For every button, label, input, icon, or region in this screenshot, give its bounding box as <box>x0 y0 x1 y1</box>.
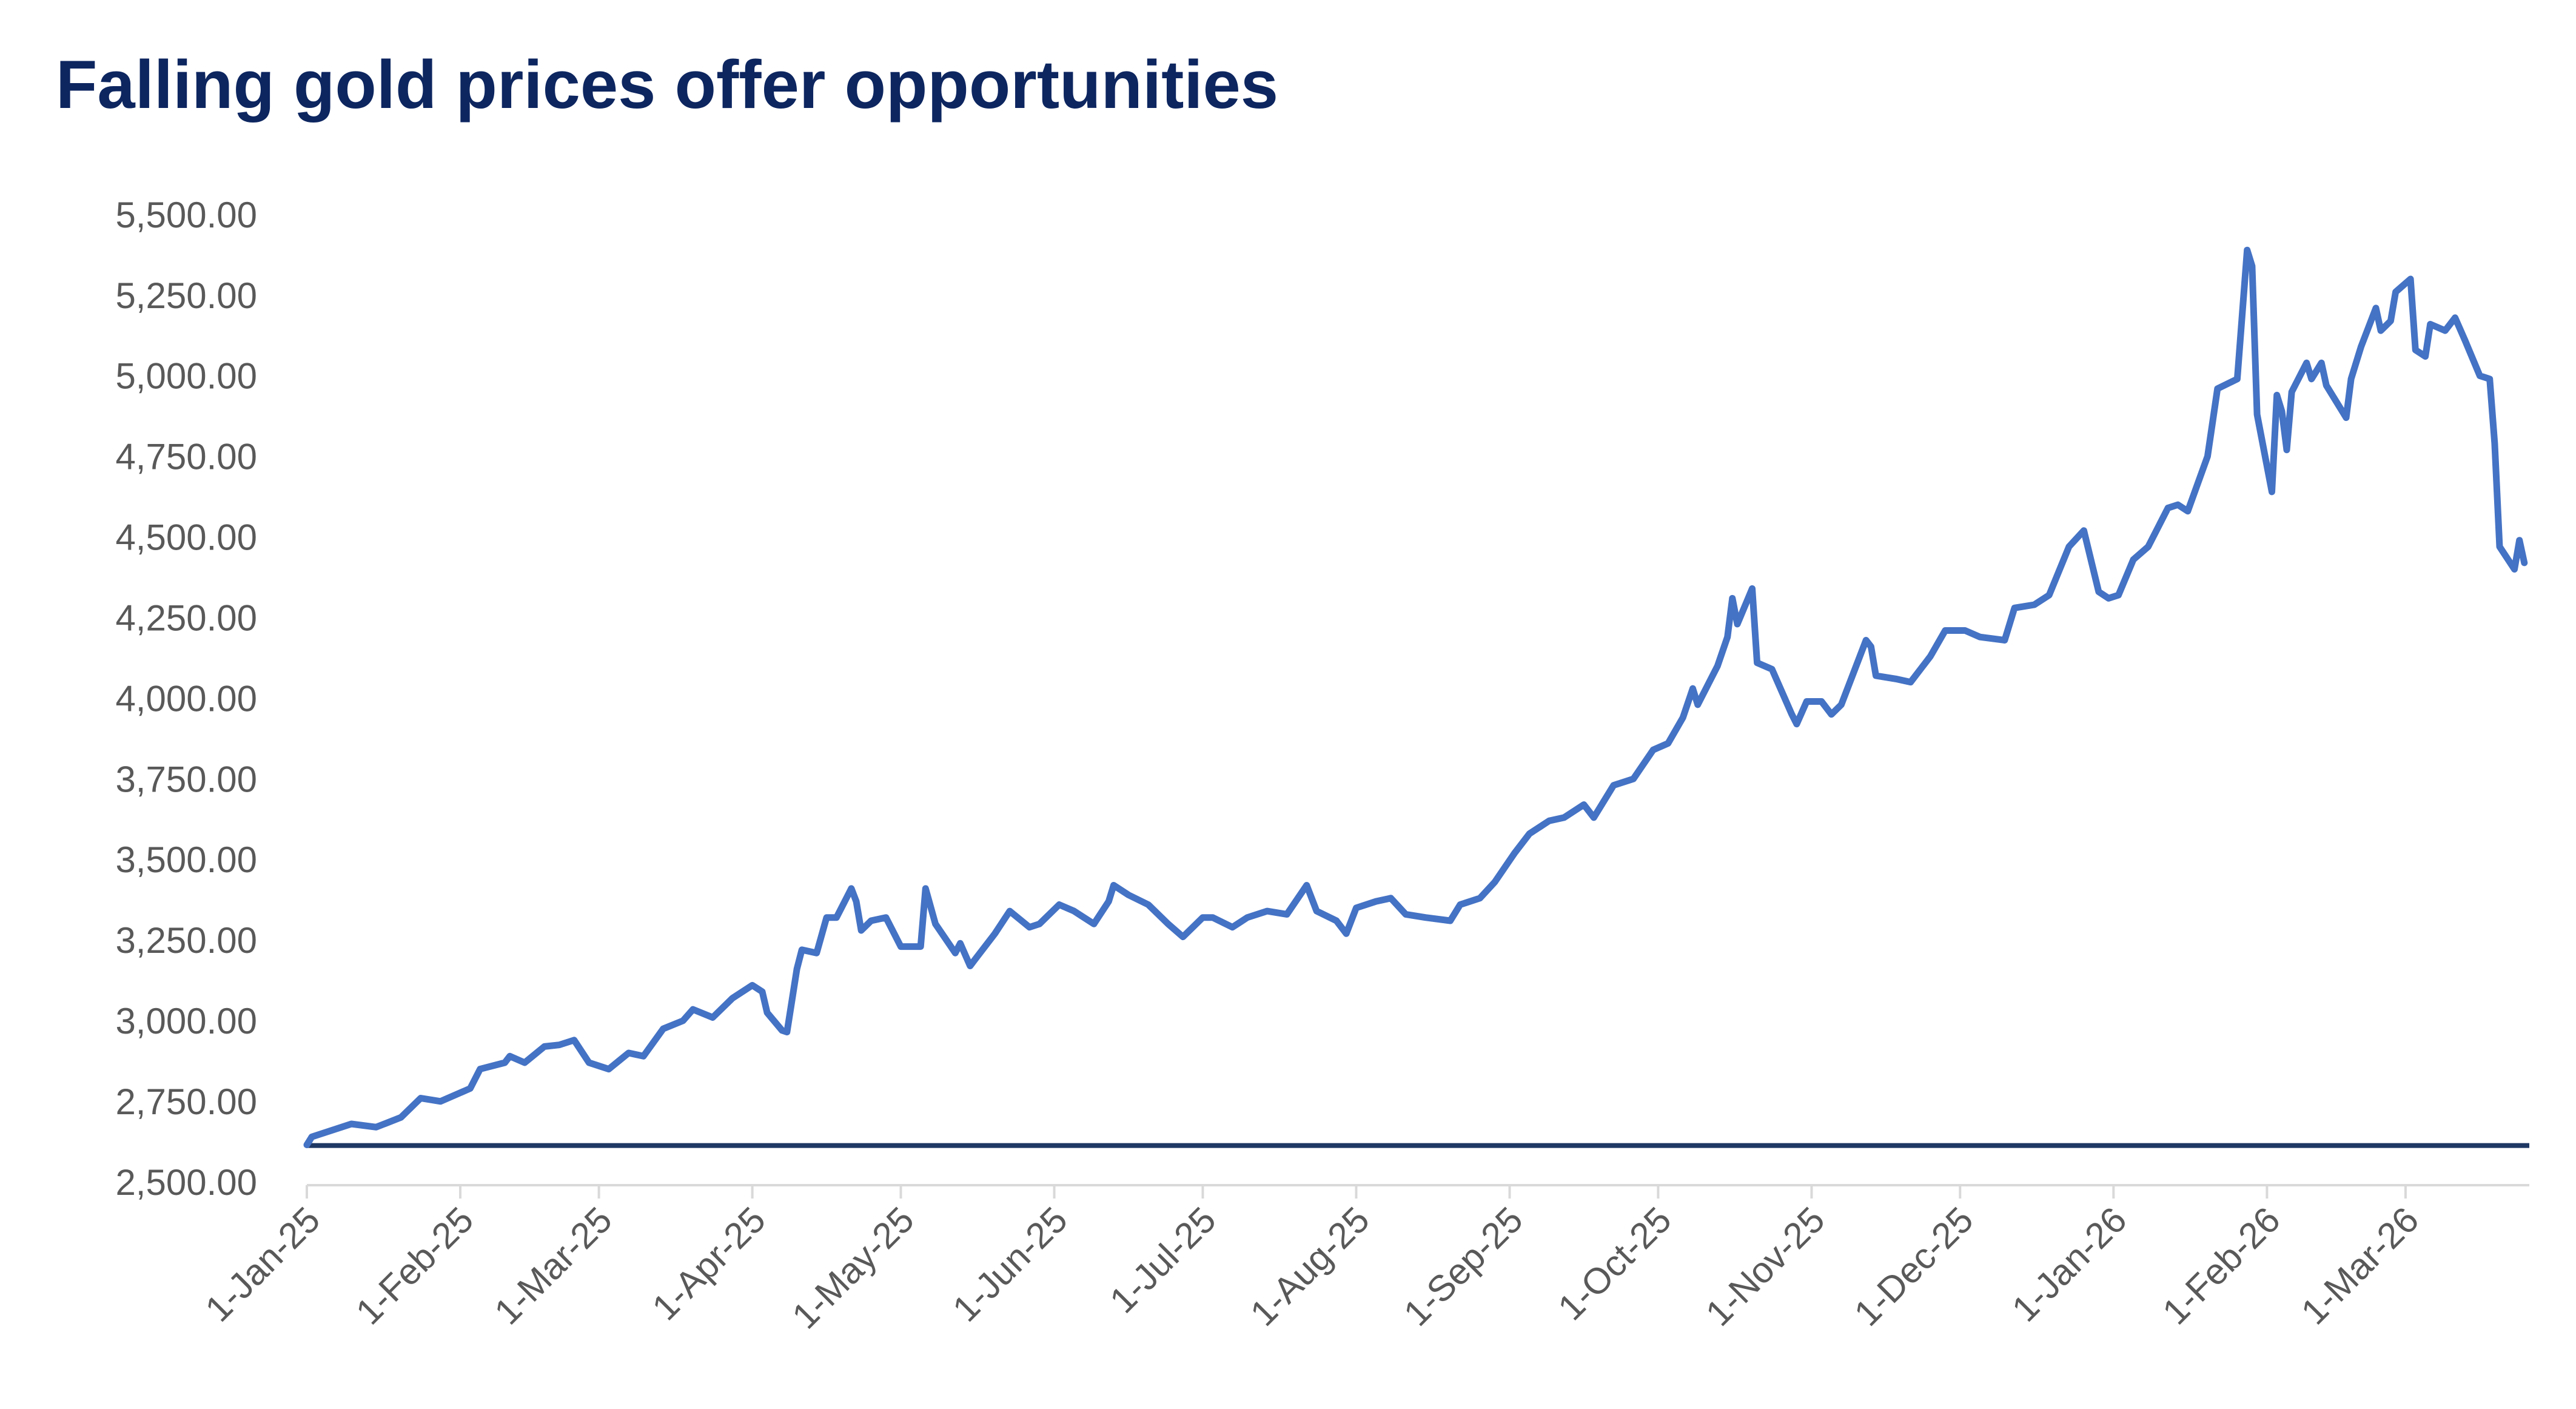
x-tick-label: 1-Feb-26 <box>2155 1199 2288 1333</box>
x-tick-label: 1-Feb-25 <box>348 1199 481 1333</box>
y-tick-label: 2,500.00 <box>115 1162 257 1203</box>
x-tick-label: 1-Sep-25 <box>1396 1199 1531 1334</box>
x-tick-label: 1-Mar-26 <box>2293 1199 2426 1332</box>
x-tick-label: 1-Aug-25 <box>1243 1199 1377 1334</box>
x-tick-label: 1-May-25 <box>784 1199 922 1337</box>
x-tick-label: 1-Nov-25 <box>1698 1199 1833 1334</box>
x-tick-label: 1-Oct-25 <box>1550 1199 1679 1328</box>
chart-title: Falling gold prices offer opportunities <box>56 47 1278 123</box>
y-tick-label: 5,250.00 <box>115 275 257 316</box>
y-tick-label: 4,250.00 <box>115 597 257 638</box>
y-tick-label: 4,500.00 <box>115 517 257 558</box>
y-tick-label: 3,750.00 <box>115 759 257 799</box>
y-tick-label: 4,750.00 <box>115 437 257 477</box>
y-tick-label: 4,000.00 <box>115 678 257 719</box>
x-tick-label: 1-Jan-26 <box>2004 1199 2135 1330</box>
x-tick-label: 1-Jul-25 <box>1102 1199 1224 1321</box>
x-tick-label: 1-Jan-25 <box>198 1199 328 1330</box>
y-tick-label: 5,500.00 <box>115 195 257 235</box>
y-tick-label: 5,000.00 <box>115 356 257 397</box>
x-tick-label: 1-Mar-25 <box>486 1199 619 1332</box>
x-tick-label: 1-Jun-25 <box>945 1199 1075 1330</box>
x-tick-label: 1-Apr-25 <box>645 1199 773 1328</box>
y-tick-label: 3,500.00 <box>115 839 257 880</box>
y-tick-label: 2,750.00 <box>115 1081 257 1122</box>
x-tick-label: 1-Dec-25 <box>1846 1199 1981 1334</box>
price-line <box>303 246 2528 1148</box>
y-tick-label: 3,000.00 <box>115 1001 257 1041</box>
y-tick-label: 3,250.00 <box>115 920 257 961</box>
